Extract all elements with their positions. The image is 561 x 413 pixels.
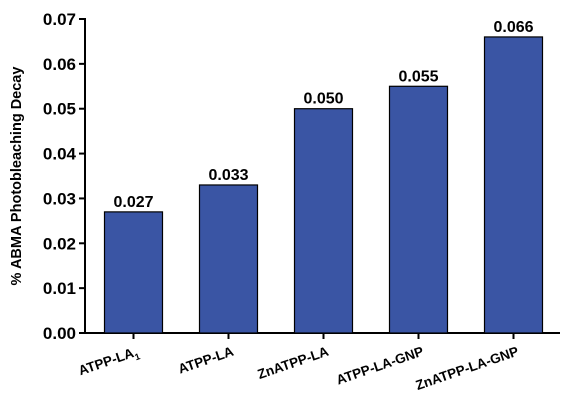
x-category-label: ATPP-LA1 [76, 344, 141, 381]
x-category-subscript: 1 [133, 351, 141, 362]
y-tick-label: 0.00 [43, 324, 76, 343]
bar-value-label: 0.027 [113, 194, 153, 211]
x-category-label: ZnATPP-LA-GNP [414, 344, 521, 393]
x-category-text: ATPP-LA [76, 345, 135, 378]
bar [103, 211, 164, 334]
x-category-text: ATPP-LA-GNP [334, 344, 425, 388]
x-category-text: ZnATPP-LA-GNP [414, 344, 521, 393]
bar [483, 36, 544, 334]
x-category-text: ZnATPP-LA [256, 344, 331, 382]
bar-value-label: 0.066 [493, 19, 533, 36]
y-tick-label: 0.04 [43, 145, 77, 164]
x-category-label: ZnATPP-LA [256, 344, 331, 382]
x-category-label: ATPP-LA [176, 344, 235, 377]
labels: 0.00 0.01 0.02 0.03 0.04 0.05 0.06 0.07 0.027 ATP… [43, 10, 534, 393]
x-category-text: ATPP-LA [176, 344, 235, 377]
y-tick-label: 0.01 [43, 279, 76, 298]
bar [293, 108, 354, 334]
bar-value-label: 0.050 [303, 91, 343, 108]
y-tick-label: 0.02 [43, 234, 76, 253]
bar-value-label: 0.055 [398, 68, 438, 85]
axes [79, 18, 560, 339]
y-tick-label: 0.05 [43, 100, 76, 119]
y-tick-label: 0.07 [43, 10, 76, 29]
bar [388, 85, 449, 334]
bar [198, 184, 259, 334]
bar-value-label: 0.033 [208, 167, 248, 184]
y-tick-label: 0.06 [43, 55, 76, 74]
y-axis-title: % ABMA Photobleaching Decay [9, 67, 25, 286]
x-category-label: ATPP-LA-GNP [334, 344, 425, 388]
y-tick-label: 0.03 [43, 189, 76, 208]
bars [103, 36, 544, 334]
